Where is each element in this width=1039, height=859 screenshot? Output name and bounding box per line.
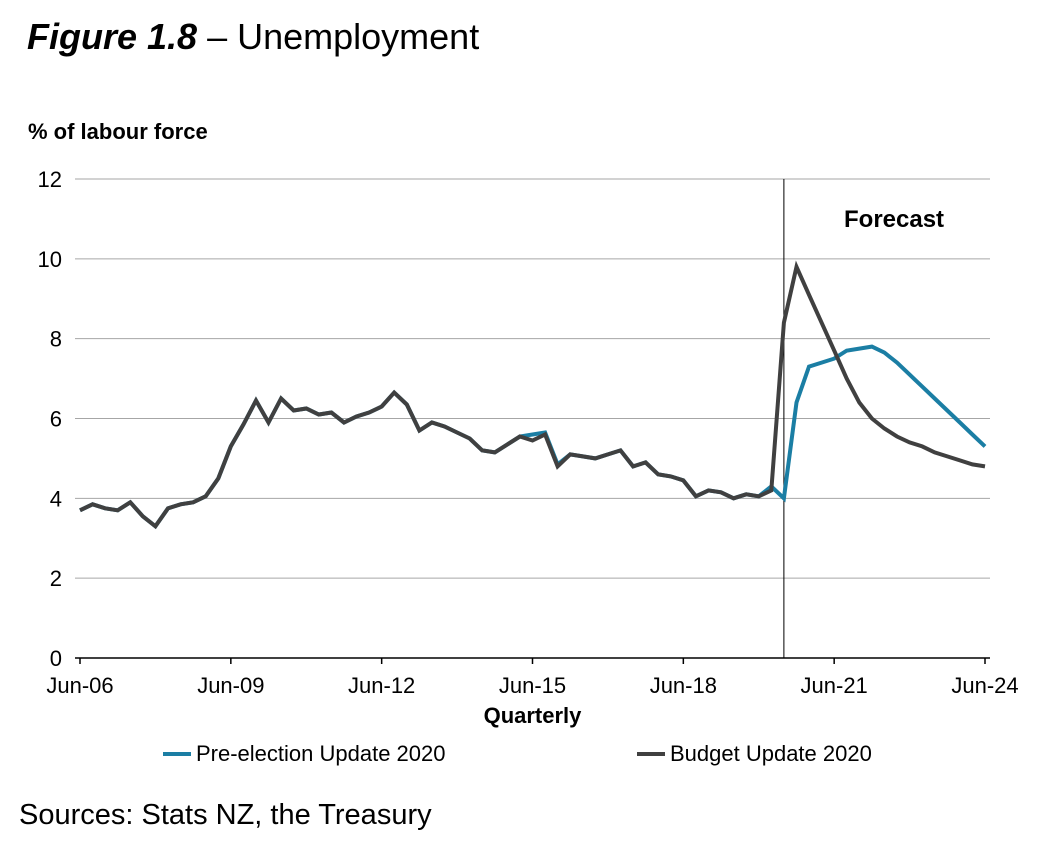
x-tick-label: Jun-09 (197, 673, 264, 698)
x-tick-label: Jun-15 (499, 673, 566, 698)
forecast-annotation: Forecast (844, 206, 945, 233)
x-tick-label: Jun-24 (951, 673, 1018, 698)
sources-note: Sources: Stats NZ, the Treasury (19, 799, 432, 831)
legend-item-pre-election: Pre-election Update 2020 (163, 740, 446, 768)
y-tick-label: 2 (50, 566, 62, 591)
figure-title: Figure 1.8 – Unemployment (27, 16, 479, 58)
y-tick-label: 10 (38, 247, 62, 272)
series-line-pre-election-update-2020 (79, 344, 987, 530)
x-tick-label: Jun-12 (348, 673, 415, 698)
x-axis-title: Quarterly (483, 703, 582, 728)
legend-label-pre-election: Pre-election Update 2020 (196, 741, 446, 766)
y-tick-label: 4 (50, 486, 62, 511)
x-tick-label: Jun-06 (46, 673, 113, 698)
legend-label-budget: Budget Update 2020 (670, 741, 872, 766)
figure-number: Figure 1.8 (27, 16, 198, 57)
y-axis-title: % of labour force (28, 119, 208, 144)
y-tick-label: 6 (50, 407, 62, 432)
legend-item-budget: Budget Update 2020 (637, 740, 872, 768)
y-tick-label: 0 (50, 646, 62, 671)
series-line-budget-update-2020 (79, 260, 986, 530)
y-tick-label: 12 (38, 167, 62, 192)
legend-swatch-pre-election-icon (163, 752, 191, 756)
chart-legend: Pre-election Update 2020 Budget Update 2… (0, 740, 1039, 768)
legend-swatch-budget-icon (637, 752, 665, 756)
x-tick-label: Jun-18 (650, 673, 717, 698)
y-tick-label: 8 (50, 327, 62, 352)
figure-subject: – Unemployment (197, 16, 480, 57)
x-tick-label: Jun-21 (801, 673, 868, 698)
